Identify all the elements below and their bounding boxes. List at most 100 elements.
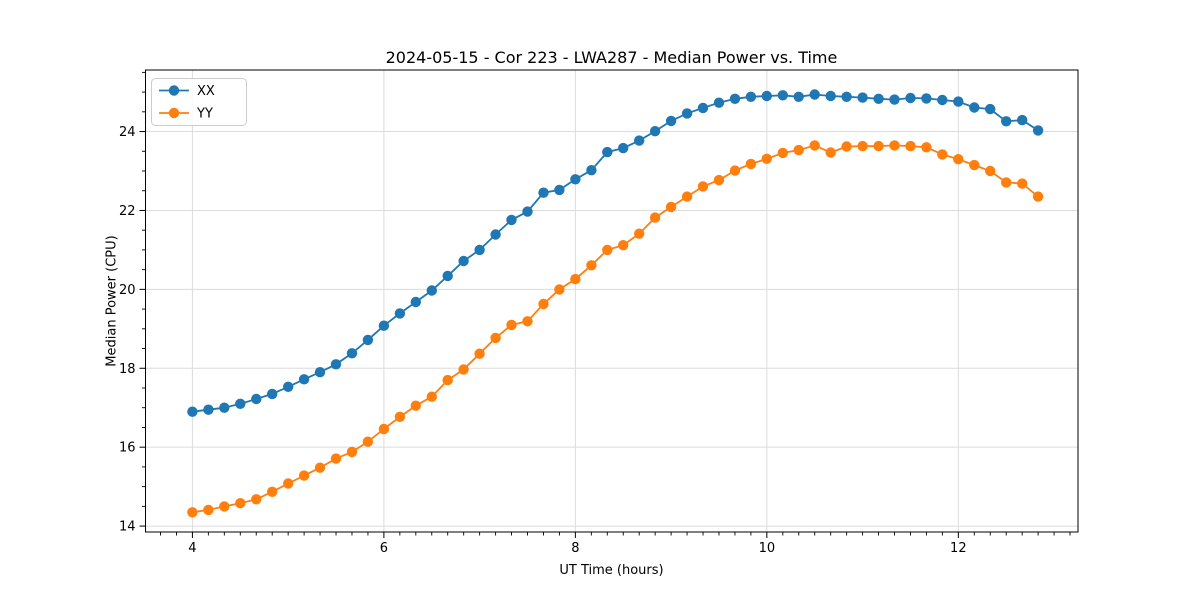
series-XX-marker [586, 165, 597, 176]
series-XX-marker [665, 115, 677, 127]
series-YY-marker [298, 470, 310, 481]
series-XX-marker [506, 214, 517, 226]
series-YY-marker [586, 260, 597, 271]
series-YY-marker [267, 486, 278, 497]
series-XX-marker [1001, 116, 1012, 127]
series-YY-marker [921, 142, 932, 153]
x-tick-label: 8 [571, 541, 579, 556]
series-XX-marker [362, 334, 374, 346]
y-tick-label: 16 [119, 441, 136, 456]
series-YY-marker [953, 154, 964, 165]
series-YY-marker [362, 436, 374, 447]
series-YY-marker [570, 273, 581, 285]
y-tick-label: 14 [119, 520, 136, 535]
x-tick-label: 10 [759, 541, 776, 556]
series-XX-marker [985, 103, 996, 115]
series-YY-marker [490, 332, 501, 344]
legend: XX YY [151, 78, 247, 126]
chart-title: 2024-05-15 - Cor 223 - LWA287 - Median P… [385, 48, 838, 67]
series-XX-marker [873, 93, 884, 105]
legend-label: XX [197, 84, 215, 99]
series-XX-marker [458, 255, 469, 267]
series-YY-marker [554, 284, 565, 295]
series-XX-marker [937, 94, 948, 106]
series-YY-marker [841, 141, 852, 152]
series-XX-marker [378, 320, 390, 331]
series-YY-marker [219, 501, 230, 512]
series-XX-marker [618, 142, 629, 154]
y-tick-label: 20 [119, 283, 136, 298]
series-YY-marker [777, 147, 788, 159]
series-YY-marker [681, 191, 693, 202]
series-XX-marker [841, 91, 852, 103]
series-YY-marker [522, 316, 533, 327]
series-XX-marker [889, 94, 900, 105]
series-YY-marker [697, 181, 709, 192]
series-YY-marker [203, 504, 214, 516]
series-XX-marker [394, 308, 406, 319]
series-YY-marker [442, 374, 453, 386]
series-XX-marker [969, 102, 980, 113]
series-YY-marker [458, 364, 469, 375]
series-YY-marker [761, 153, 772, 164]
series-YY-marker [665, 201, 677, 213]
series-XX-marker [953, 96, 964, 107]
series-XX-marker [697, 102, 709, 114]
series-YY-marker [474, 348, 485, 359]
series-YY-marker [969, 159, 980, 171]
legend-marker [168, 85, 180, 96]
series-XX-marker [634, 135, 645, 146]
series-YY-marker [1001, 177, 1012, 188]
x-axis-label: UT Time (hours) [559, 563, 664, 578]
series-YY-marker [809, 140, 820, 151]
series-YY-marker [314, 462, 326, 473]
series-XX-marker [793, 91, 804, 103]
series-YY-marker [187, 507, 198, 518]
series-XX-marker [905, 92, 916, 104]
series-YY-marker [873, 140, 884, 152]
series-YY-marker [235, 498, 246, 509]
series-YY-marker [889, 140, 900, 151]
y-tick-label: 22 [119, 204, 136, 219]
series-YY-marker [426, 391, 437, 402]
series-XX-marker [857, 92, 868, 103]
series-YY [187, 140, 1044, 518]
series-YY-marker [330, 453, 342, 464]
series-YY-marker [985, 165, 996, 177]
series-YY-marker [857, 140, 868, 152]
series-XX-marker [187, 406, 198, 417]
series-XX-marker [681, 108, 693, 119]
series-XX-marker [330, 359, 342, 370]
series-YY-marker [394, 411, 406, 422]
legend-entry-YY: YY [159, 107, 213, 122]
series-XX-marker [490, 229, 501, 240]
series-XX-marker [410, 296, 421, 308]
series-XX-marker [1032, 125, 1044, 136]
gridlines [145, 70, 1078, 532]
series-XX-marker [649, 126, 661, 137]
series-XX-marker [426, 285, 437, 296]
x-tick-label: 6 [380, 541, 388, 556]
y-tick-label: 24 [119, 125, 136, 140]
series-YY-marker [713, 174, 725, 186]
series-XX-marker [825, 90, 836, 102]
x-axis: 4 6 8 10 12 [160, 532, 1071, 556]
series-YY-line [192, 144, 1039, 514]
plot-border [145, 69, 1079, 533]
series-YY-marker [378, 423, 390, 435]
series-XX-marker [1017, 114, 1028, 126]
series-XX-marker [314, 367, 326, 378]
series-XX-marker [522, 206, 533, 217]
series-XX-marker [713, 97, 725, 108]
series-XX-marker [267, 388, 278, 400]
series-YY-marker [745, 158, 757, 170]
series-YY-marker [937, 149, 948, 160]
series-XX-marker [777, 90, 788, 101]
series-XX [187, 89, 1044, 417]
series-XX-marker [538, 187, 549, 198]
series-XX-marker [474, 244, 485, 256]
legend-marker [168, 107, 180, 119]
series-XX-marker [283, 381, 294, 392]
